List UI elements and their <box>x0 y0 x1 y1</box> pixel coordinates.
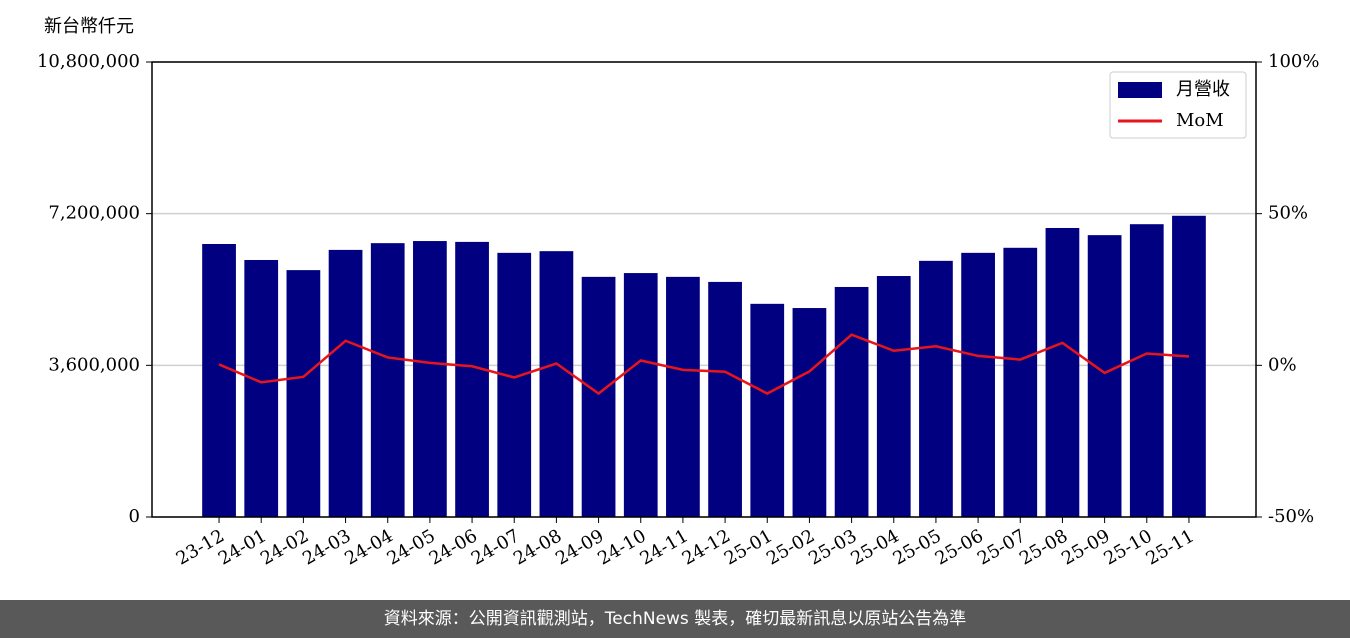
x-tick-label: 25-11 <box>1143 525 1198 569</box>
y2-tick-label: 50% <box>1268 203 1308 224</box>
chart: 新台幣仟元 0 3,600,000 7,200,000 10,800,000 -50% 0… <box>37 16 1320 570</box>
bar <box>455 241 489 517</box>
bar <box>244 260 279 517</box>
y-tick-label: 10,800,000 <box>37 51 140 72</box>
bar <box>413 241 447 518</box>
y2-tick-label: -50% <box>1268 506 1314 527</box>
bar <box>370 243 405 517</box>
footer: 資料來源：公開資訊觀測站，TechNews 製表，確切最新訊息以原站公告為準 <box>0 600 1350 638</box>
bar <box>1129 224 1164 517</box>
y2-tick-label: 0% <box>1268 354 1297 375</box>
bar <box>961 252 995 517</box>
bar <box>1172 215 1206 518</box>
y-tick-label: 0 <box>129 506 140 527</box>
legend-label: 月營收 <box>1176 79 1230 100</box>
bar <box>792 308 827 517</box>
bar <box>1003 247 1038 517</box>
bar <box>708 281 742 517</box>
bar <box>497 252 532 517</box>
bar <box>1045 227 1080 518</box>
bar <box>581 276 616 517</box>
mom-line <box>218 333 1190 396</box>
y2-tick-label: 100% <box>1268 51 1319 72</box>
legend-swatch <box>1118 82 1162 98</box>
bar <box>834 286 869 517</box>
bar <box>666 276 700 517</box>
bar <box>623 273 658 517</box>
y-unit-label: 新台幣仟元 <box>44 16 134 37</box>
bar <box>202 244 236 517</box>
bar <box>286 270 321 517</box>
legend-label: MoM <box>1176 110 1224 131</box>
bar <box>328 249 363 518</box>
bar <box>919 260 953 517</box>
bar <box>750 303 785 517</box>
bar <box>1087 235 1122 517</box>
bar <box>539 251 574 517</box>
y-tick-label: 7,200,000 <box>48 203 140 224</box>
y-tick-label: 3,600,000 <box>48 354 140 375</box>
bar <box>876 276 911 517</box>
plot-frame <box>151 61 1257 518</box>
